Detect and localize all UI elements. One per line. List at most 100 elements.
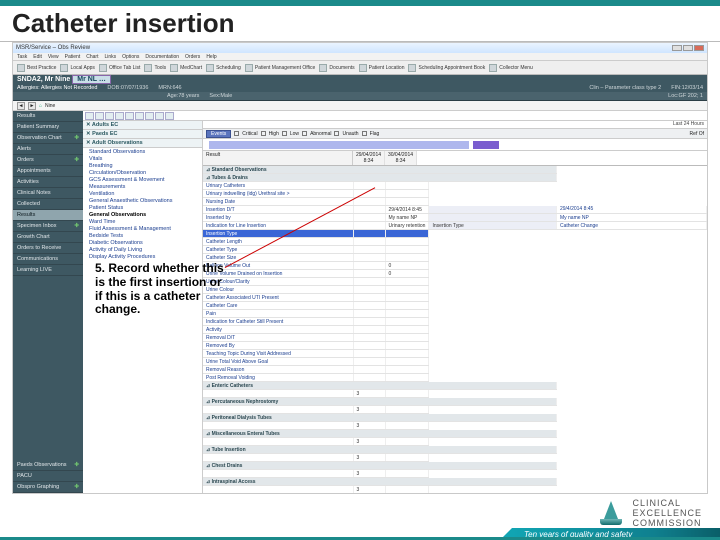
- sidebar-item[interactable]: Patient Summary: [13, 122, 83, 133]
- row-label[interactable]: [203, 486, 353, 494]
- outline-item[interactable]: Bedside Tests: [85, 232, 200, 239]
- sidebar-item[interactable]: Alerts: [13, 144, 83, 155]
- menu-orders[interactable]: Orders: [185, 53, 200, 60]
- cell[interactable]: [385, 358, 429, 366]
- cell[interactable]: [353, 286, 385, 294]
- toolbar-icon[interactable]: [359, 64, 367, 72]
- outline-tab[interactable]: ✕ Adults EC: [83, 121, 202, 130]
- toolbar-icon[interactable]: [408, 64, 416, 72]
- cell[interactable]: [353, 198, 385, 206]
- cell[interactable]: [385, 454, 429, 462]
- filter-checkbox[interactable]: [302, 131, 307, 136]
- cell[interactable]: [353, 294, 385, 302]
- outline-tab[interactable]: ✕ Paeds EC: [83, 130, 202, 139]
- add-icon[interactable]: ✚: [74, 157, 79, 163]
- cell[interactable]: [385, 366, 429, 374]
- section-header[interactable]: ⊿ Enteric Catheters: [203, 382, 556, 390]
- outline-item[interactable]: GCS Assessment & Movement: [85, 176, 200, 183]
- cell[interactable]: 3: [353, 390, 385, 398]
- cell[interactable]: [353, 342, 385, 350]
- section-header[interactable]: ⊿ Intraspinal Access: [203, 478, 556, 486]
- cell[interactable]: [385, 190, 429, 198]
- sidebar-item[interactable]: Communications: [13, 254, 83, 265]
- sidebar-item[interactable]: Collected: [13, 199, 83, 210]
- cell[interactable]: [353, 214, 385, 222]
- cell[interactable]: [353, 302, 385, 310]
- cell[interactable]: [385, 342, 429, 350]
- outline-tab[interactable]: ✕ Adult Observations: [83, 139, 202, 148]
- back-button[interactable]: ◄: [17, 102, 25, 110]
- toolbar-label[interactable]: Local Apps: [70, 65, 94, 71]
- menu-documentation[interactable]: Documentation: [145, 53, 179, 60]
- max-button[interactable]: [683, 45, 693, 51]
- row-label[interactable]: Inserted by: [203, 214, 353, 222]
- toolbar-label[interactable]: Best Practice: [27, 65, 56, 71]
- toolbar-icon[interactable]: [17, 64, 25, 72]
- toolbar-label[interactable]: Collector Menu: [499, 65, 533, 71]
- section-header[interactable]: ⊿ Chest Drains: [203, 462, 556, 470]
- cell[interactable]: [385, 486, 429, 494]
- row-label[interactable]: Nursing Date: [203, 198, 353, 206]
- cell[interactable]: [353, 374, 385, 382]
- cell[interactable]: [353, 230, 385, 238]
- sidebar-item[interactable]: Orders to Receive: [13, 243, 83, 254]
- toolbar-icon[interactable]: [99, 64, 107, 72]
- filter-combo[interactable]: Events: [206, 130, 231, 138]
- toolbar-label[interactable]: Patient Management Office: [255, 65, 316, 71]
- cell[interactable]: [385, 286, 429, 294]
- menu-chart[interactable]: Chart: [86, 53, 98, 60]
- cell[interactable]: [385, 182, 429, 190]
- cell[interactable]: [353, 246, 385, 254]
- sidebar-item[interactable]: Observation Chart✚: [13, 133, 83, 144]
- tool-icon[interactable]: [95, 112, 104, 120]
- row-label[interactable]: Removal D/T: [203, 334, 353, 342]
- outline-item[interactable]: Diabetic Observations: [85, 239, 200, 246]
- row-label[interactable]: Removal Reason: [203, 366, 353, 374]
- sidebar-item[interactable]: Appointments: [13, 166, 83, 177]
- tool-icon[interactable]: [105, 112, 114, 120]
- cell[interactable]: [353, 238, 385, 246]
- cell[interactable]: [353, 310, 385, 318]
- section-header[interactable]: ⊿ Percutaneous Nephrostomy: [203, 398, 556, 406]
- add-icon[interactable]: ✚: [74, 484, 79, 490]
- filter-checkbox[interactable]: [234, 131, 239, 136]
- sidebar-item[interactable]: Results: [13, 210, 83, 221]
- cell[interactable]: [385, 438, 429, 446]
- toolbar-icon[interactable]: [170, 64, 178, 72]
- sidebar-item[interactable]: Orders✚: [13, 155, 83, 166]
- cell[interactable]: [353, 326, 385, 334]
- menu-task[interactable]: Task: [17, 53, 27, 60]
- cell[interactable]: 3: [353, 406, 385, 414]
- toolbar-label[interactable]: Office Tab List: [109, 65, 141, 71]
- cell[interactable]: [385, 238, 429, 246]
- row-label[interactable]: Urinary indwelling (idg) Urethral site >: [203, 190, 353, 198]
- outline-item[interactable]: Measurements: [85, 183, 200, 190]
- cell[interactable]: [385, 310, 429, 318]
- outline-item[interactable]: Patient Status: [85, 204, 200, 211]
- filter-checkbox[interactable]: [261, 131, 266, 136]
- toolbar-label[interactable]: Documents: [329, 65, 354, 71]
- toolbar-icon[interactable]: [60, 64, 68, 72]
- cell[interactable]: My name NP: [385, 214, 429, 222]
- row-label[interactable]: [203, 390, 353, 398]
- row-label[interactable]: Catheter Type: [203, 246, 353, 254]
- outline-item[interactable]: General Anaesthetic Observations: [85, 197, 200, 204]
- cell[interactable]: [385, 406, 429, 414]
- cell[interactable]: 29/4/2014 8:45: [385, 206, 429, 214]
- cell[interactable]: 0: [385, 262, 429, 270]
- filter-checkbox[interactable]: [334, 131, 339, 136]
- row-label[interactable]: Post Removal Voiding: [203, 374, 353, 382]
- cell[interactable]: [385, 198, 429, 206]
- fwd-button[interactable]: ►: [28, 102, 36, 110]
- toolbar-label[interactable]: Scheduling: [216, 65, 241, 71]
- outline-item[interactable]: Fluid Assessment & Management: [85, 225, 200, 232]
- outline-item[interactable]: Standard Observations: [85, 148, 200, 155]
- row-label[interactable]: [203, 470, 353, 478]
- section-header[interactable]: ⊿ Miscellaneous Enteral Tubes: [203, 430, 556, 438]
- sidebar-item[interactable]: Obspro Graphing✚: [13, 482, 83, 493]
- section-header[interactable]: ⊿ Peritoneal Dialysis Tubes: [203, 414, 556, 422]
- sidebar-item[interactable]: Results: [13, 111, 83, 122]
- cell[interactable]: [385, 318, 429, 326]
- cell[interactable]: [353, 270, 385, 278]
- cell[interactable]: 3: [353, 438, 385, 446]
